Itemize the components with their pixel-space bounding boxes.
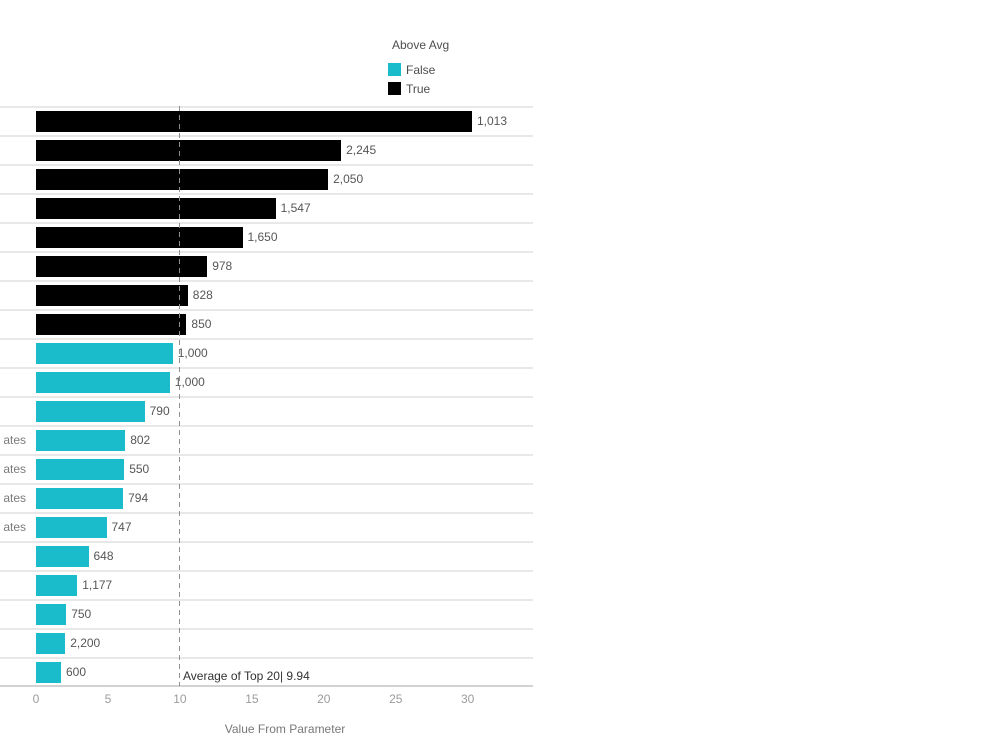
bar[interactable] <box>36 401 145 422</box>
chart-row: 648 <box>0 541 533 570</box>
bar-value-label: 828 <box>192 288 213 302</box>
chart-row: 2,050 <box>0 164 533 193</box>
bar-value-label: 2,245 <box>346 143 377 157</box>
legend-item-false-label: False <box>406 62 436 77</box>
bar[interactable] <box>36 198 276 219</box>
chart-row: 828 <box>0 280 533 309</box>
x-axis-tick-label: 30 <box>461 692 475 706</box>
bar[interactable] <box>36 517 107 538</box>
bar-value-label: 802 <box>130 433 151 447</box>
bar-value-label: 2,200 <box>70 636 101 650</box>
x-axis-line <box>0 685 533 687</box>
x-axis-title: Value From Parameter <box>224 722 346 736</box>
legend-swatch-true-icon <box>388 82 401 95</box>
bar-value-label: 978 <box>212 259 233 273</box>
bar-value-label: 550 <box>129 462 150 476</box>
chart-row: ates 802 <box>0 425 533 454</box>
bar[interactable] <box>36 140 342 161</box>
chart-row: 750 <box>0 599 533 628</box>
chart-row: ates 550 <box>0 454 533 483</box>
chart-row: 1,650 <box>0 222 533 251</box>
bar[interactable] <box>36 546 89 567</box>
row-category-label: ates <box>3 462 26 476</box>
bar-value-label: 1,547 <box>280 201 311 215</box>
chart-row: 1,013 <box>0 106 533 135</box>
x-axis-tick-label: 10 <box>173 692 187 706</box>
bar[interactable] <box>36 662 61 683</box>
bar[interactable] <box>36 227 243 248</box>
row-category-label: ates <box>3 520 26 534</box>
bar-value-label: 1,177 <box>82 578 113 592</box>
bar[interactable] <box>36 575 78 596</box>
bar-value-label: 794 <box>128 491 149 505</box>
bar[interactable] <box>36 169 329 190</box>
bar[interactable] <box>36 430 126 451</box>
bar[interactable] <box>36 256 208 277</box>
bar-value-label: 790 <box>149 404 170 418</box>
bar-value-label: 2,050 <box>333 172 364 186</box>
row-category-label: ates <box>3 433 26 447</box>
chart-row: ates 794 <box>0 483 533 512</box>
bar-value-label: 600 <box>66 665 87 679</box>
chart-row: 2,200 <box>0 628 533 657</box>
legend-item-true-label: True <box>406 81 431 96</box>
bar[interactable] <box>36 459 125 480</box>
bar[interactable] <box>36 372 170 393</box>
bar-value-label: 750 <box>71 607 92 621</box>
average-reference-label: Average of Top 20| 9.94 <box>183 669 310 683</box>
bar[interactable] <box>36 111 472 132</box>
chart-row: 600 <box>0 657 533 686</box>
row-category-label: ates <box>3 491 26 505</box>
chart-row: 850 <box>0 309 533 338</box>
bar[interactable] <box>36 604 67 625</box>
bar[interactable] <box>36 488 124 509</box>
bar-value-label: 1,000 <box>177 346 208 360</box>
bar-value-label: 1,000 <box>174 375 205 389</box>
bar-value-label: 850 <box>191 317 212 331</box>
average-reference-line <box>179 106 180 686</box>
bar[interactable] <box>36 285 188 306</box>
legend-item-false[interactable]: False <box>388 60 449 79</box>
chart-row: 1,547 <box>0 193 533 222</box>
bar[interactable] <box>36 633 66 654</box>
x-axis-tick-label: 20 <box>317 692 331 706</box>
x-axis-tick-label: 5 <box>104 692 112 706</box>
legend-title: Above Avg <box>392 38 450 52</box>
bar-value-label: 1,650 <box>247 230 278 244</box>
bar-value-label: 648 <box>93 549 114 563</box>
chart-row: 2,245 <box>0 135 533 164</box>
legend-item-true[interactable]: True <box>388 79 449 98</box>
bar[interactable] <box>36 343 173 364</box>
chart-row: ates 747 <box>0 512 533 541</box>
legend-swatch-false-icon <box>388 63 401 76</box>
chart-row: 790 <box>0 396 533 425</box>
x-axis-tick-label: 25 <box>389 692 403 706</box>
bar[interactable] <box>36 314 187 335</box>
chart-row: 978 <box>0 251 533 280</box>
chart-row: 1,000 <box>0 367 533 396</box>
bar-value-label: 1,013 <box>477 114 508 128</box>
chart-row: 1,000 <box>0 338 533 367</box>
legend: Above Avg False True <box>388 38 449 98</box>
chart-row: 1,177 <box>0 570 533 599</box>
x-axis-tick-label: 15 <box>245 692 259 706</box>
x-axis-tick-label: 0 <box>32 692 40 706</box>
bar-value-label: 747 <box>111 520 132 534</box>
